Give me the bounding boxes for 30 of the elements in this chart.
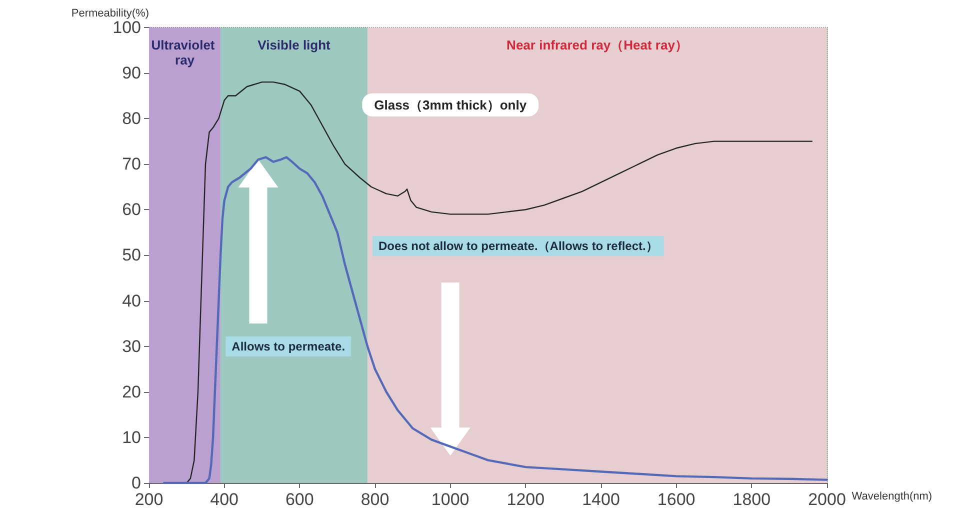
y-tick-label: 80 bbox=[122, 109, 141, 128]
y-tick-label: 30 bbox=[122, 336, 141, 356]
band-label: Ultraviolet ray bbox=[151, 37, 218, 68]
x-tick-label: 800 bbox=[360, 490, 390, 509]
line-series bbox=[162, 156, 828, 484]
annotation: Does not allow to permeate.（Allows to reflect.） bbox=[378, 239, 658, 254]
band-label: Visible light bbox=[258, 37, 332, 52]
y-tick-label: 10 bbox=[122, 428, 141, 447]
text: Glass（3mm thick）only bbox=[374, 97, 528, 112]
y-tick-label: 0 bbox=[132, 474, 141, 492]
y-tick-label: 100 bbox=[112, 18, 141, 37]
x-axis-title: Wavelength(nm) bbox=[852, 490, 932, 502]
y-tick-label: 90 bbox=[122, 63, 141, 82]
band-label: Near infrared ray（Heat ray） bbox=[506, 37, 688, 52]
y-axis-title: Permeability(%) bbox=[71, 8, 149, 20]
y-tick-label: 40 bbox=[122, 291, 141, 310]
x-tick-label: 1800 bbox=[732, 490, 771, 509]
x-tick-label: 1000 bbox=[431, 490, 470, 509]
x-tick-label: 600 bbox=[285, 490, 314, 509]
x-tick-label: 1600 bbox=[657, 490, 696, 509]
x-tick-label: 200 bbox=[134, 490, 164, 509]
x-tick-label: 400 bbox=[210, 490, 239, 509]
x-tick-label: 1200 bbox=[506, 490, 545, 509]
y-tick-label: 60 bbox=[122, 200, 141, 220]
x-tick-label: 1400 bbox=[582, 490, 620, 509]
y-tick-label: 70 bbox=[122, 154, 141, 174]
y-tick-label: 20 bbox=[122, 382, 141, 402]
annotation: Allows to permeate. bbox=[232, 339, 346, 354]
y-tick-label: 50 bbox=[122, 246, 141, 265]
x-tick-label: 2000 bbox=[808, 490, 846, 509]
